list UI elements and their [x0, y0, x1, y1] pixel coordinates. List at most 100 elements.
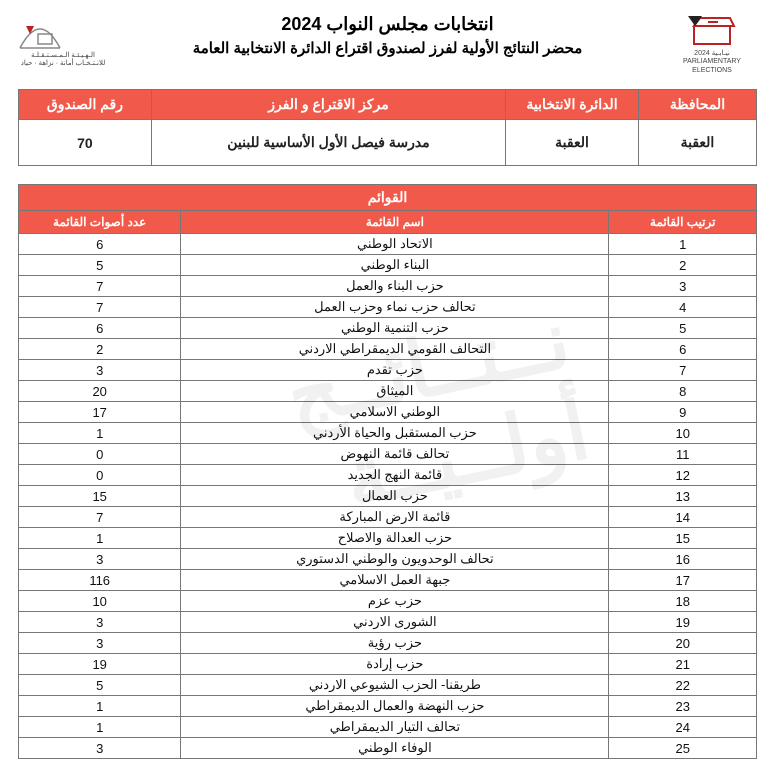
table-row: 23حزب النهضة والعمال الديمقراطي1	[19, 696, 757, 717]
cell-votes: 6	[19, 234, 181, 255]
cell-rank: 23	[609, 696, 757, 717]
cell-rank: 4	[609, 297, 757, 318]
cell-rank: 5	[609, 318, 757, 339]
cell-rank: 11	[609, 444, 757, 465]
cell-votes: 1	[19, 696, 181, 717]
cell-rank: 9	[609, 402, 757, 423]
cell-list-name: جبهة العمل الاسلامي	[181, 570, 609, 591]
table-row: 9الوطني الاسلامي17	[19, 402, 757, 423]
table-row: 19الشورى الاردني3	[19, 612, 757, 633]
header-box: رقم الصندوق	[19, 90, 152, 120]
ballot-box-icon	[688, 12, 736, 48]
table-row: 11تحالف قائمة النهوض0	[19, 444, 757, 465]
table-row: 10حزب المستقبل والحياة الأردني1	[19, 423, 757, 444]
cell-rank: 22	[609, 675, 757, 696]
cell-votes: 7	[19, 507, 181, 528]
cell-votes: 0	[19, 465, 181, 486]
table-row: 17جبهة العمل الاسلامي116	[19, 570, 757, 591]
cell-votes: 15	[19, 486, 181, 507]
cell-votes: 116	[19, 570, 181, 591]
cell-rank: 25	[609, 738, 757, 759]
cell-rank: 18	[609, 591, 757, 612]
cell-votes: 7	[19, 276, 181, 297]
cell-list-name: حزب المستقبل والحياة الأردني	[181, 423, 609, 444]
cell-votes: 19	[19, 654, 181, 675]
cell-list-name: حزب تقدم	[181, 360, 609, 381]
cell-votes: 6	[19, 318, 181, 339]
cell-rank: 24	[609, 717, 757, 738]
cell-list-name: حزب إرادة	[181, 654, 609, 675]
header-district: الدائرة الانتخابية	[506, 90, 639, 120]
table-row: 14قائمة الارض المباركة7	[19, 507, 757, 528]
document-header: نيـابـية 2024 PARLIAMENTARY ELECTIONS ان…	[18, 12, 757, 75]
cell-votes: 3	[19, 549, 181, 570]
cell-votes: 10	[19, 591, 181, 612]
cell-votes: 1	[19, 423, 181, 444]
table-row: 1الاتحاد الوطني6	[19, 234, 757, 255]
cell-rank: 12	[609, 465, 757, 486]
cell-list-name: الوفاء الوطني	[181, 738, 609, 759]
cell-votes: 1	[19, 528, 181, 549]
table-row: 6التحالف القومي الديمقراطي الاردني2	[19, 339, 757, 360]
elections-logo-left: نيـابـية 2024 PARLIAMENTARY ELECTIONS	[667, 12, 757, 75]
cell-list-name: تحالف الوحدويون والوطني الدستوري	[181, 549, 609, 570]
cell-list-name: التحالف القومي الديمقراطي الاردني	[181, 339, 609, 360]
header-center: مركز الاقتراع و الفرز	[151, 90, 505, 120]
cell-rank: 15	[609, 528, 757, 549]
cell-rank: 8	[609, 381, 757, 402]
cell-rank: 10	[609, 423, 757, 444]
cell-votes: 1	[19, 717, 181, 738]
cell-votes: 7	[19, 297, 181, 318]
col-header-votes: عدد أصوات القائمة	[19, 211, 181, 234]
table-row: 24تحالف التيار الديمقراطي1	[19, 717, 757, 738]
iec-crest-icon	[18, 16, 62, 50]
page-title: انتخابات مجلس النواب 2024	[108, 14, 667, 35]
cell-list-name: حزب عزم	[181, 591, 609, 612]
cell-rank: 16	[609, 549, 757, 570]
cell-votes: 3	[19, 612, 181, 633]
cell-list-name: حزب النهضة والعمال الديمقراطي	[181, 696, 609, 717]
table-row: 3حزب البناء والعمل7	[19, 276, 757, 297]
table-row: 8الميثاق20	[19, 381, 757, 402]
cell-rank: 2	[609, 255, 757, 276]
cell-votes: 3	[19, 738, 181, 759]
logo-right-caption: الـهـيـئـة الـمـسـتـقـلـة للانـتـخـاب أم…	[18, 52, 108, 69]
cell-rank: 20	[609, 633, 757, 654]
table-row: 7حزب تقدم3	[19, 360, 757, 381]
value-district: العقبة	[506, 120, 639, 166]
cell-rank: 13	[609, 486, 757, 507]
cell-list-name: حزب البناء والعمل	[181, 276, 609, 297]
cell-votes: 2	[19, 339, 181, 360]
cell-list-name: الوطني الاسلامي	[181, 402, 609, 423]
cell-list-name: حزب التنمية الوطني	[181, 318, 609, 339]
cell-votes: 5	[19, 675, 181, 696]
cell-list-name: حزب العمال	[181, 486, 609, 507]
cell-list-name: قائمة النهج الجديد	[181, 465, 609, 486]
ballot-info-table: المحافظة الدائرة الانتخابية مركز الاقترا…	[18, 89, 757, 166]
value-center: مدرسة فيصل الأول الأساسية للبنين	[151, 120, 505, 166]
header-governorate: المحافظة	[638, 90, 756, 120]
cell-list-name: الميثاق	[181, 381, 609, 402]
title-block: انتخابات مجلس النواب 2024 محضر النتائج ا…	[108, 12, 667, 57]
cell-rank: 7	[609, 360, 757, 381]
table-row: 12قائمة النهج الجديد0	[19, 465, 757, 486]
cell-rank: 17	[609, 570, 757, 591]
table-row: 2البناء الوطني5	[19, 255, 757, 276]
party-lists-table: القوائم ترتيب القائمة اسم القائمة عدد أص…	[18, 184, 757, 759]
cell-list-name: تحالف قائمة النهوض	[181, 444, 609, 465]
lists-section-title: القوائم	[19, 185, 757, 211]
table-row: 25الوفاء الوطني3	[19, 738, 757, 759]
cell-votes: 3	[19, 360, 181, 381]
cell-votes: 5	[19, 255, 181, 276]
cell-list-name: البناء الوطني	[181, 255, 609, 276]
table-row: 18حزب عزم10	[19, 591, 757, 612]
table-row: 4تحالف حزب نماء وحزب العمل7	[19, 297, 757, 318]
cell-rank: 1	[609, 234, 757, 255]
cell-list-name: الشورى الاردني	[181, 612, 609, 633]
table-row: 21حزب إرادة19	[19, 654, 757, 675]
cell-rank: 19	[609, 612, 757, 633]
cell-votes: 17	[19, 402, 181, 423]
col-header-name: اسم القائمة	[181, 211, 609, 234]
cell-rank: 3	[609, 276, 757, 297]
cell-list-name: تحالف حزب نماء وحزب العمل	[181, 297, 609, 318]
